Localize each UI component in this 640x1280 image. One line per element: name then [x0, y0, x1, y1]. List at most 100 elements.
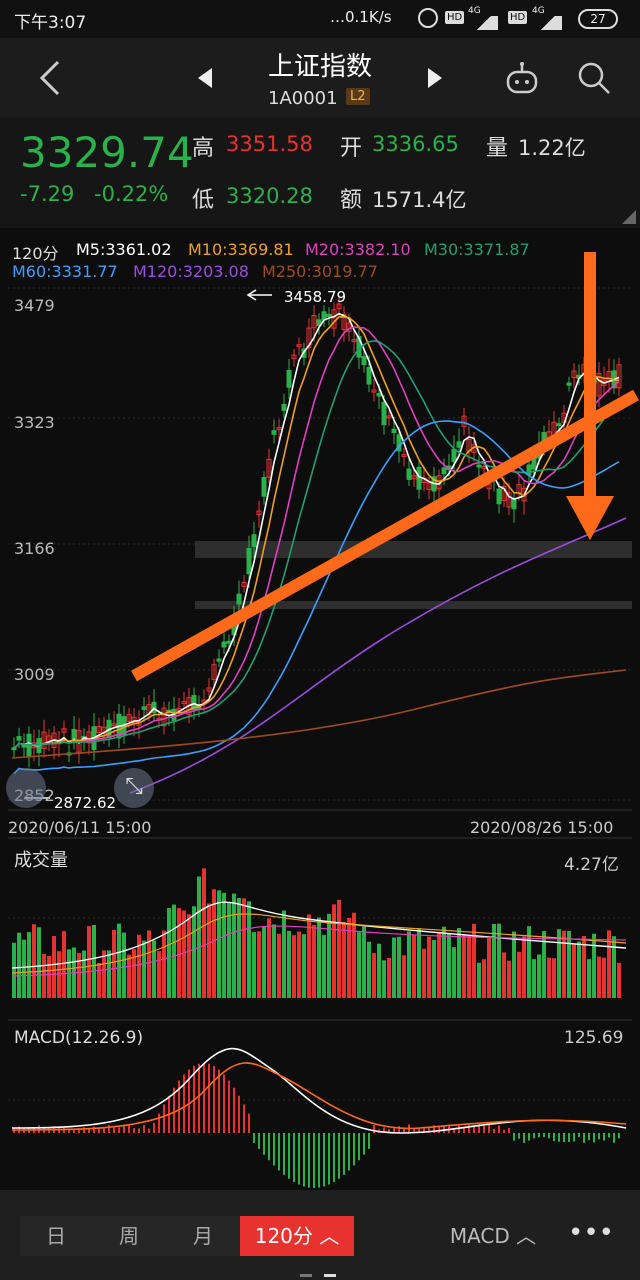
- macd-histogram-bar: [198, 1063, 200, 1133]
- macd-histogram-bar: [213, 1065, 215, 1133]
- macd-histogram-bar: [243, 1104, 245, 1133]
- volume-bar: [327, 913, 331, 998]
- volume-max: 4.27亿: [564, 855, 619, 875]
- candle-body: [401, 454, 407, 458]
- volume-bar: [282, 910, 286, 998]
- volume-bar: [352, 912, 356, 998]
- volume-bar: [217, 890, 221, 998]
- macd-histogram-bar: [313, 1133, 315, 1188]
- macd-histogram-bar: [148, 1128, 150, 1133]
- macd-histogram-bar: [433, 1125, 435, 1133]
- candle-body: [441, 467, 447, 475]
- candle-body: [596, 373, 602, 397]
- back-icon[interactable]: [36, 60, 64, 96]
- macd-dif-line: [11, 1047, 627, 1134]
- candle-body: [261, 477, 267, 497]
- macd-histogram-bar: [303, 1133, 305, 1187]
- prev-stock-icon[interactable]: [196, 66, 216, 90]
- volume-bar: [167, 907, 171, 998]
- macd-histogram-bar: [458, 1125, 460, 1133]
- candle-body: [501, 485, 507, 501]
- volume-bar: [237, 897, 241, 998]
- volume-bar: [342, 921, 346, 998]
- volume-bar: [322, 934, 326, 998]
- macd-histogram-bar: [443, 1125, 445, 1133]
- candle-body: [21, 744, 27, 748]
- volume-bar: [292, 935, 296, 998]
- fullscreen-icon[interactable]: ⤡: [114, 768, 154, 808]
- candle-body: [351, 339, 357, 343]
- volume-bar: [382, 960, 386, 998]
- volume-bar: [422, 948, 426, 998]
- chevron-up-icon: ︿: [319, 1224, 340, 1248]
- volume-bar: [152, 940, 156, 998]
- amount-value: 1571.4亿: [372, 188, 467, 212]
- volume-bar: [432, 939, 436, 998]
- period-label: 120分: [12, 244, 59, 263]
- macd-max: 125.69: [564, 1028, 624, 1048]
- candle-body: [496, 488, 502, 505]
- chart-area[interactable]: 120分 M5:3361.02 M10:3369.81 M20:3382.10 …: [0, 228, 640, 1190]
- candle-body: [206, 687, 212, 692]
- macd-histogram-bar: [288, 1133, 290, 1179]
- macd-histogram-bar: [573, 1133, 575, 1142]
- macd-histogram-bar: [273, 1133, 275, 1166]
- macd-histogram-bar: [343, 1133, 345, 1175]
- candle-body: [336, 303, 342, 310]
- open-value: 3336.65: [372, 132, 459, 156]
- low-marker-label: 2872.62: [54, 794, 117, 812]
- macd-histogram-bar: [103, 1128, 105, 1133]
- tab-week[interactable]: 周: [92, 1216, 166, 1256]
- volume-bar: [602, 957, 606, 998]
- candle-body: [291, 354, 297, 360]
- macd-histogram-bar: [453, 1129, 455, 1133]
- candle-body: [406, 468, 412, 480]
- expand-corner-icon[interactable]: [622, 210, 636, 224]
- tab-day[interactable]: 日: [20, 1216, 92, 1256]
- macd-histogram-bar: [498, 1125, 500, 1133]
- price-change: -7.29: [20, 182, 75, 206]
- tab-120min[interactable]: 120分 ︿: [240, 1216, 354, 1256]
- ma30-line: [13, 340, 620, 750]
- x-start-label: 2020/06/11 15:00: [8, 818, 152, 837]
- volume-bar: [267, 918, 271, 998]
- candle-body: [376, 393, 382, 397]
- clock: 下午3:07: [14, 13, 87, 33]
- tab-month[interactable]: 月: [166, 1216, 240, 1256]
- volume-bar: [552, 958, 556, 998]
- macd-histogram-bar: [323, 1133, 325, 1187]
- macd-histogram-bar: [258, 1133, 260, 1149]
- robot-assistant-icon[interactable]: [504, 60, 540, 96]
- macd-histogram-bar: [438, 1125, 440, 1133]
- candle-body: [61, 728, 67, 733]
- volume-bar: [232, 893, 236, 998]
- macd-histogram-bar: [373, 1125, 375, 1133]
- indicator-selector[interactable]: MACD ︿: [438, 1216, 548, 1256]
- macd-histogram-bar: [413, 1128, 415, 1133]
- volume-bar: [557, 929, 561, 998]
- more-icon[interactable]: •••: [567, 1218, 614, 1248]
- volume-bar: [347, 917, 351, 998]
- candle-body: [221, 641, 227, 648]
- volume-bar: [42, 953, 46, 998]
- volume-bar: [442, 926, 446, 998]
- candle-body: [506, 492, 512, 508]
- search-icon[interactable]: [576, 60, 612, 96]
- next-stock-icon[interactable]: [424, 66, 444, 90]
- support-band: [195, 601, 632, 609]
- ma120-label: M120:3203.08: [133, 262, 249, 281]
- volume-title: 成交量: [14, 850, 68, 871]
- macd-histogram-bar: [548, 1133, 550, 1139]
- candle-body: [141, 706, 147, 710]
- volume-bar: [162, 930, 166, 998]
- x-end-label: 2020/08/26 15:00: [470, 818, 614, 837]
- macd-histogram-bar: [223, 1074, 225, 1133]
- macd-histogram-bar: [228, 1080, 230, 1133]
- candle-body: [251, 534, 257, 547]
- candle-body: [571, 370, 577, 379]
- candle-body: [236, 593, 242, 605]
- left-arrow-circle-icon[interactable]: [6, 768, 46, 808]
- volume-bar: [172, 904, 176, 998]
- macd-histogram-bar: [593, 1133, 595, 1143]
- macd-histogram-bar: [298, 1133, 300, 1185]
